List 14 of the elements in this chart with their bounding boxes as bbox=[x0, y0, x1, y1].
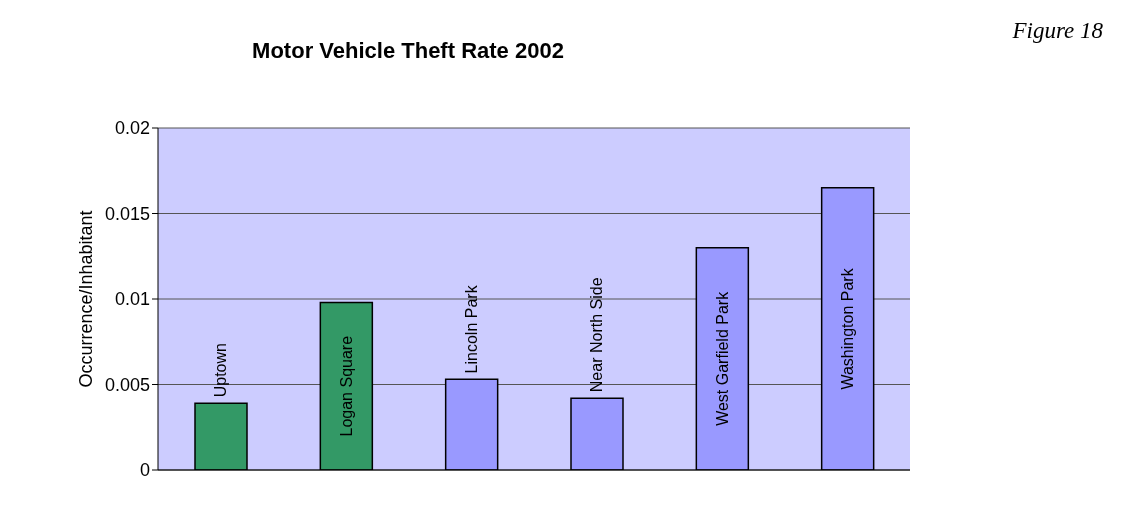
x-tick-label: Washington Park bbox=[839, 267, 857, 390]
y-tick-label: 0.01 bbox=[114, 289, 150, 310]
caption: Figure 18 bbox=[1012, 18, 1103, 44]
y-tick-label: 0.02 bbox=[114, 118, 150, 139]
chart-title: Motor Vehicle Theft Rate 2002 bbox=[251, 38, 565, 64]
y-tick-label: 0 bbox=[139, 460, 150, 481]
x-tick-label: West Garfield Park bbox=[713, 290, 731, 426]
y-tick-label: 0.005 bbox=[104, 374, 150, 395]
x-tick-label: Near North Side bbox=[588, 277, 606, 393]
x-tick-label: Logan Square bbox=[337, 335, 355, 437]
y-tick-label: 0.015 bbox=[104, 203, 150, 224]
x-tick-label: Lincoln Park bbox=[463, 284, 481, 374]
y-axis-title: Occurrence/Inhabitant bbox=[76, 210, 97, 388]
x-tick-label: Uptown bbox=[212, 343, 230, 398]
